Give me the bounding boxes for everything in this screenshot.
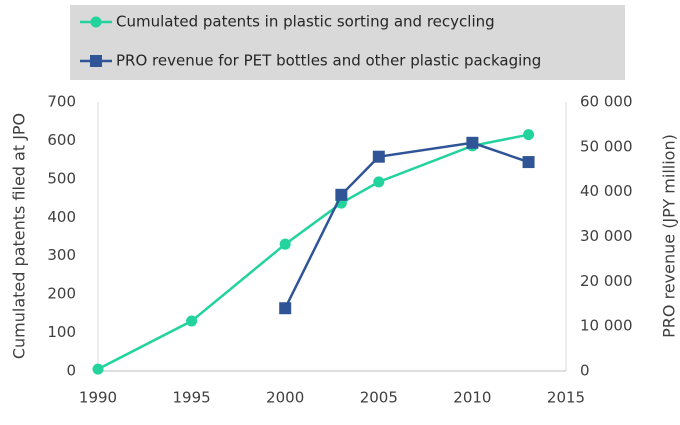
- marker: [335, 188, 348, 201]
- marker: [279, 302, 292, 315]
- x-tick-label: 1990: [79, 389, 117, 407]
- legend-box: [70, 5, 625, 80]
- y2-axis-title: PRO revenue (JPY million): [660, 134, 679, 338]
- marker: [372, 150, 385, 163]
- y-tick-label: 500: [47, 169, 76, 187]
- marker: [522, 156, 535, 169]
- y-tick-label: 300: [47, 246, 76, 264]
- x-tick-label: 2015: [547, 389, 585, 407]
- x-tick-label: 1995: [173, 389, 211, 407]
- y-tick-label: 700: [47, 93, 76, 111]
- y2-tick-label: 40 000: [580, 182, 633, 200]
- y2-tick-label: 30 000: [580, 227, 633, 245]
- legend-marker: [90, 55, 102, 67]
- x-tick-label: 2005: [360, 389, 398, 407]
- marker: [466, 136, 479, 149]
- y2-tick-label: 0: [580, 362, 590, 380]
- y-tick-label: 600: [47, 131, 76, 149]
- marker: [92, 363, 104, 375]
- x-tick-label: 2010: [453, 389, 491, 407]
- legend-label: Cumulated patents in plastic sorting and…: [116, 13, 495, 31]
- y2-tick-label: 20 000: [580, 272, 633, 290]
- series-line: [284, 141, 529, 309]
- y-tick-label: 400: [47, 208, 76, 226]
- y2-tick-label: 10 000: [580, 317, 633, 335]
- y2-tick-label: 50 000: [580, 137, 633, 155]
- y2-tick-label: 60 000: [580, 93, 633, 111]
- y-axis-title: Cumulated patents filed at JPO: [10, 113, 29, 359]
- marker: [523, 129, 535, 141]
- y-tick-label: 200: [47, 285, 76, 303]
- legend-marker: [90, 16, 102, 28]
- y-tick-label: 0: [66, 362, 76, 380]
- marker: [373, 176, 385, 188]
- legend-label: PRO revenue for PET bottles and other pl…: [116, 52, 541, 70]
- x-tick-label: 2000: [266, 389, 304, 407]
- marker: [279, 238, 291, 250]
- y-tick-label: 100: [47, 323, 76, 341]
- marker: [186, 315, 198, 327]
